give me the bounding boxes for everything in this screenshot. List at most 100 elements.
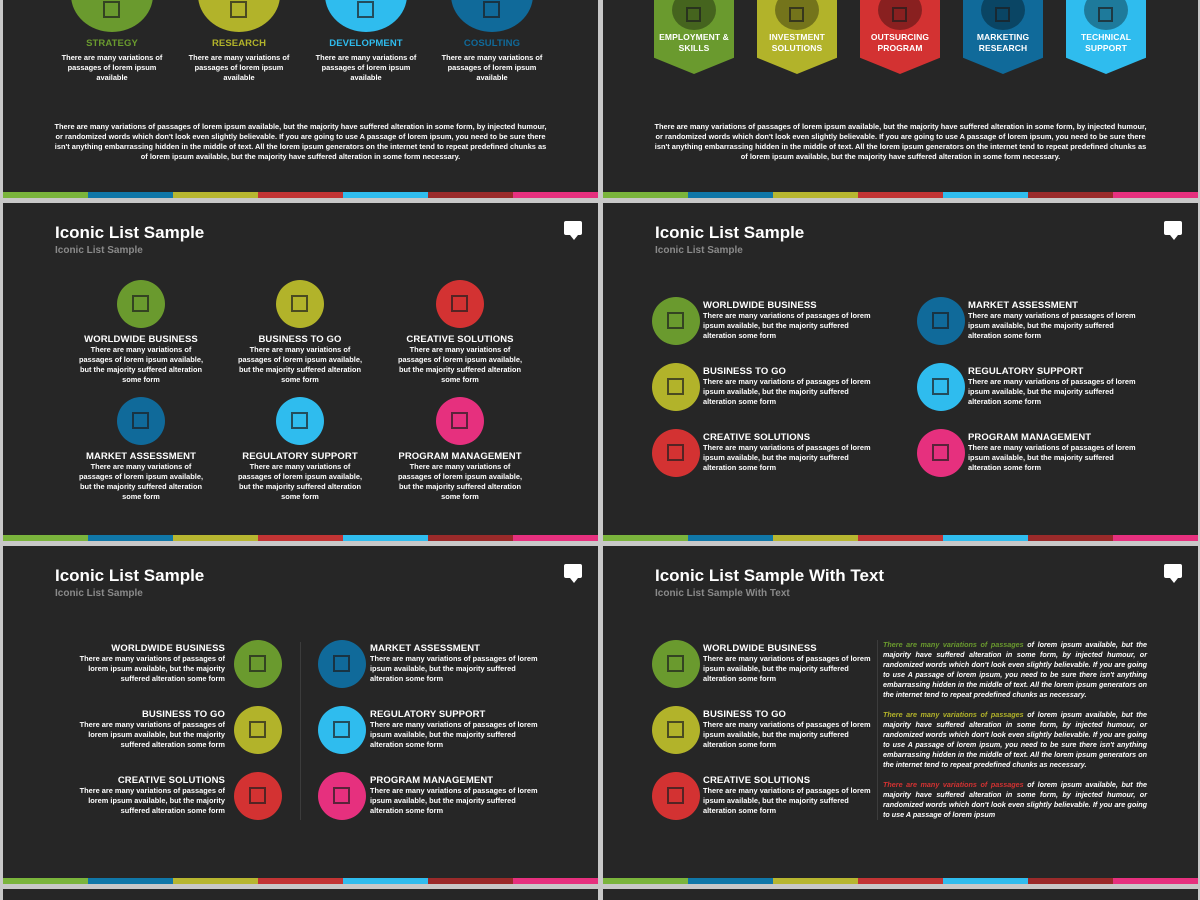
- item-label: PROGRAM MANAGEMENT: [370, 775, 494, 786]
- square-icon: [357, 0, 374, 18]
- square-icon: [103, 0, 120, 18]
- slide-5[interactable]: Iconic List Sample Iconic List Sample WO…: [3, 546, 598, 884]
- creative-circle: [436, 280, 484, 328]
- slide-title: Iconic List Sample With Text: [655, 566, 885, 585]
- item-desc: There are many variations of passages of…: [315, 53, 417, 82]
- square-icon: [483, 0, 500, 18]
- speech-bubble-icon: [1164, 564, 1182, 583]
- body-paragraph: There are many variations of passages of…: [654, 122, 1147, 161]
- divider: [877, 640, 878, 820]
- list-item: PROGRAM MANAGEMENT There are many variati…: [370, 775, 540, 816]
- item-desc: There are many variations of passages of…: [397, 345, 523, 384]
- text-paragraph: There are many variations of passages of…: [883, 780, 1147, 820]
- item-desc: There are many variations of passages of…: [703, 311, 871, 340]
- item-desc: There are many variations of passages of…: [703, 786, 871, 815]
- square-icon: [333, 721, 350, 738]
- square-icon: [1098, 7, 1113, 22]
- slide-7-partial[interactable]: [3, 889, 598, 900]
- item-label: REGULATORY SUPPORT: [370, 709, 486, 720]
- slide-subtitle: Iconic List Sample: [55, 588, 143, 599]
- item-consulting: COSULTING There are many variations of p…: [440, 38, 544, 83]
- square-icon: [932, 312, 949, 329]
- square-icon: [451, 412, 468, 429]
- square-icon: [667, 378, 684, 395]
- item-label: MARKET ASSESSMENT: [968, 300, 1079, 311]
- list-item: BUSINESS TO GO There are many variations …: [703, 366, 873, 407]
- item-label: COSULTING: [463, 38, 521, 49]
- item-label: REGULATORY SUPPORT: [968, 366, 1084, 377]
- list-item: WORLDWIDE BUSINESS There are many variati…: [703, 643, 873, 684]
- body-paragraph: There are many variations of passages of…: [54, 122, 547, 161]
- worldwide-circle: [234, 640, 282, 688]
- slide-subtitle: Iconic List Sample With Text: [655, 588, 790, 599]
- square-icon: [892, 7, 907, 22]
- square-icon: [333, 787, 350, 804]
- square-icon: [932, 444, 949, 461]
- item-label: WORLDWIDE BUSINESS: [703, 300, 817, 311]
- square-icon: [667, 787, 684, 804]
- item-label: WORLDWIDE BUSINESS: [111, 643, 225, 654]
- item-desc: There are many variations of passages of…: [188, 53, 290, 82]
- text-paragraph: There are many variations of passages of…: [883, 710, 1147, 770]
- slide-4[interactable]: Iconic List Sample Iconic List Sample WO…: [603, 203, 1198, 541]
- item-label: CREATIVE SOLUTIONS: [117, 775, 225, 786]
- list-item: CREATIVE SOLUTIONS There are many variati…: [58, 775, 225, 816]
- speech-bubble-icon: [564, 564, 582, 583]
- market-circle: [117, 397, 165, 445]
- square-icon: [789, 7, 804, 22]
- list-item: WORLDWIDE BUSINESS There are many variati…: [73, 334, 209, 385]
- square-icon: [230, 0, 247, 18]
- item-label: CREATIVE SOLUTIONS: [406, 334, 514, 345]
- creative-circle: [652, 772, 700, 820]
- slide-3[interactable]: Iconic List Sample Iconic List Sample WO…: [3, 203, 598, 541]
- square-icon: [249, 787, 266, 804]
- list-item: PROGRAM MANAGEMENT There are many variati…: [968, 432, 1138, 473]
- worldwide-circle: [652, 640, 700, 688]
- paragraph-lead: There are many variations of passages: [883, 780, 1024, 789]
- regulatory-circle: [917, 363, 965, 411]
- slide-1[interactable]: STRATEGY There are many variations of pa…: [3, 0, 598, 198]
- item-label: WORLDWIDE BUSINESS: [84, 334, 198, 345]
- paragraph-lead: There are many variations of passages: [883, 710, 1024, 719]
- item-desc: There are many variations of passages of…: [703, 654, 871, 683]
- slide-6[interactable]: Iconic List Sample With Text Iconic List…: [603, 546, 1198, 884]
- item-desc: There are many variations of passages of…: [397, 462, 523, 501]
- list-item: PROGRAM MANAGEMENT There are many variati…: [392, 451, 528, 502]
- list-item: BUSINESS TO GO There are many variations …: [232, 334, 368, 385]
- item-desc: There are many variations of passages of…: [370, 720, 538, 749]
- square-icon: [667, 655, 684, 672]
- slide-title: Iconic List Sample: [55, 566, 205, 585]
- shield-label: TECHNICAL SUPPORT: [1080, 32, 1131, 53]
- list-item: WORLDWIDE BUSINESS There are many variati…: [703, 300, 873, 341]
- item-research: RESEARCH There are many variations of pa…: [187, 38, 291, 83]
- program-circle: [436, 397, 484, 445]
- outsourcing-shield: OUTSURCING PROGRAM: [860, 0, 940, 74]
- item-desc: There are many variations of passages of…: [968, 443, 1136, 472]
- item-desc: There are many variations of passages of…: [703, 377, 871, 406]
- shield-label: EMPLOYMENT & SKILLS: [659, 32, 729, 53]
- item-label: DEVELOPMENT: [329, 38, 403, 49]
- slide-2[interactable]: EMPLOYMENT & SKILLS INVESTMENT SOLUTIONS…: [603, 0, 1198, 198]
- color-bar: [603, 878, 1198, 884]
- business-circle: [652, 363, 700, 411]
- item-desc: There are many variations of passages of…: [237, 462, 363, 501]
- item-desc: There are many variations of passages of…: [968, 311, 1136, 340]
- strategy-circle: [71, 0, 153, 32]
- marketing-shield: MARKETING RESEARCH: [963, 0, 1043, 74]
- list-item: REGULATORY SUPPORT There are many variati…: [968, 366, 1138, 407]
- paragraph-rest: of lorem ipsum available, but the majori…: [883, 710, 1147, 769]
- item-label: CREATIVE SOLUTIONS: [703, 432, 811, 443]
- list-item: BUSINESS TO GO There are many variations …: [58, 709, 225, 750]
- investment-shield: INVESTMENT SOLUTIONS: [757, 0, 837, 74]
- list-item: REGULATORY SUPPORT There are many variati…: [232, 451, 368, 502]
- item-label: REGULATORY SUPPORT: [242, 451, 358, 462]
- list-item: CREATIVE SOLUTIONS There are many variati…: [703, 432, 873, 473]
- item-desc: There are many variations of passages of…: [237, 345, 363, 384]
- slide-title: Iconic List Sample: [655, 223, 805, 242]
- slide-title: Iconic List Sample: [55, 223, 205, 242]
- square-icon: [249, 721, 266, 738]
- slide-8-partial[interactable]: [603, 889, 1198, 900]
- item-desc: There are many variations of passages of…: [370, 786, 538, 815]
- item-desc: There are many variations of passages of…: [441, 53, 543, 82]
- slide-subtitle: Iconic List Sample: [55, 245, 143, 256]
